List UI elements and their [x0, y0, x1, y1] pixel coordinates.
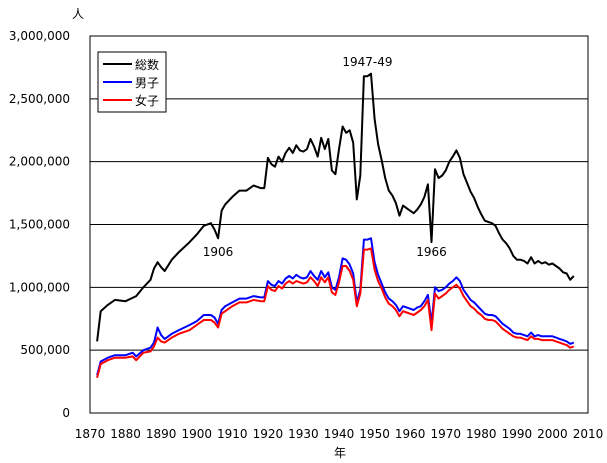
x-tick-label: 1890 — [146, 427, 177, 441]
x-tick-label: 1920 — [253, 427, 284, 441]
annotation-label: 1966 — [416, 245, 447, 259]
annotations: 1947-49 1906 1966 — [203, 55, 447, 259]
gridlines — [89, 35, 589, 414]
y-axis-label: 人 — [72, 7, 84, 21]
legend-label: 女子 — [135, 93, 159, 108]
annotation-label: 1947-49 — [342, 55, 392, 69]
series-group — [96, 72, 575, 379]
y-tick-label: 500,000 — [20, 343, 70, 357]
x-tick-label: 1940 — [324, 427, 355, 441]
series-line-2 — [96, 237, 575, 376]
y-tick-label: 2,500,000 — [9, 92, 70, 106]
x-tick-label: 1950 — [359, 427, 390, 441]
x-tick-label: 2010 — [573, 427, 604, 441]
x-tick-label: 1960 — [395, 427, 426, 441]
legend-label: 男子 — [135, 76, 159, 90]
legend-label: 総数 — [135, 57, 159, 72]
series-line-1 — [96, 72, 575, 342]
x-axis-label: 年 — [334, 446, 346, 460]
y-tick-label: 1,000,000 — [9, 280, 70, 294]
x-tick-label: 2000 — [537, 427, 568, 441]
y-tick-label: 0 — [62, 406, 70, 420]
plot-area-border — [89, 35, 589, 414]
annotation-label: 1906 — [203, 245, 234, 259]
x-tick-label: 1900 — [181, 427, 212, 441]
x-tick-label: 1980 — [466, 427, 497, 441]
x-tick-label: 1930 — [288, 427, 319, 441]
x-tick-label: 1970 — [430, 427, 461, 441]
x-tick-label: 1870 — [75, 427, 106, 441]
series-line-3 — [96, 247, 575, 379]
y-tick-label: 1,500,000 — [9, 218, 70, 232]
axis-ticks: 0 500,000 1,000,000 1,500,000 2,000,000 2,500… — [9, 29, 603, 441]
x-tick-label: 1910 — [217, 427, 248, 441]
y-tick-label: 3,000,000 — [9, 29, 70, 43]
y-tick-label: 2,000,000 — [9, 155, 70, 169]
x-tick-label: 1880 — [110, 427, 141, 441]
x-tick-label: 1990 — [502, 427, 533, 441]
